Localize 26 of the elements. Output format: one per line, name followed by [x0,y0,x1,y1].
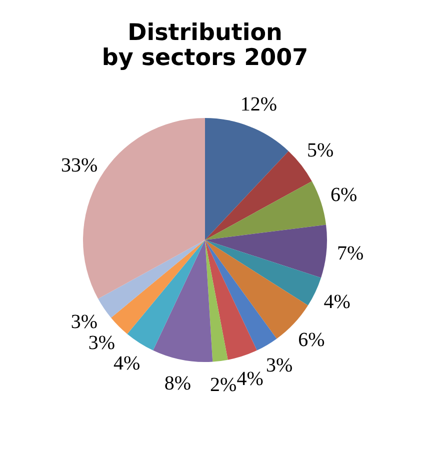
pie-slice [127,240,205,350]
data-label: 6% [298,328,325,351]
data-label: 4% [236,368,264,390]
pie-slice [205,240,322,306]
data-label: 6% [330,184,358,206]
pie-slice [205,240,257,360]
pie-slice [110,240,205,334]
pie-slice [98,240,205,318]
data-label: 4% [324,291,350,314]
pie-slice [205,240,228,362]
data-label: 8% [164,372,191,394]
data-label: 33% [60,154,98,177]
pie-slice [205,240,277,350]
data-label: 3% [88,332,116,354]
pie-slice [205,224,327,278]
data-label: 12% [240,93,278,116]
data-label: 2% [210,374,237,396]
data-label: 4% [113,352,140,374]
pie-slice [153,240,213,362]
data-label: 7% [337,242,364,265]
pie-slice [205,118,289,240]
data-label: 3% [70,311,98,334]
data-label: 3% [266,354,293,377]
chart-title: Distribution by sectors 2007 [102,20,308,71]
data-label: 5% [307,140,334,162]
pie-slice [205,181,326,240]
